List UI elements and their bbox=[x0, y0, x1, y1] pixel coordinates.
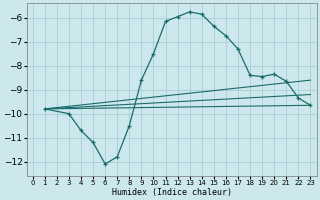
X-axis label: Humidex (Indice chaleur): Humidex (Indice chaleur) bbox=[112, 188, 232, 197]
